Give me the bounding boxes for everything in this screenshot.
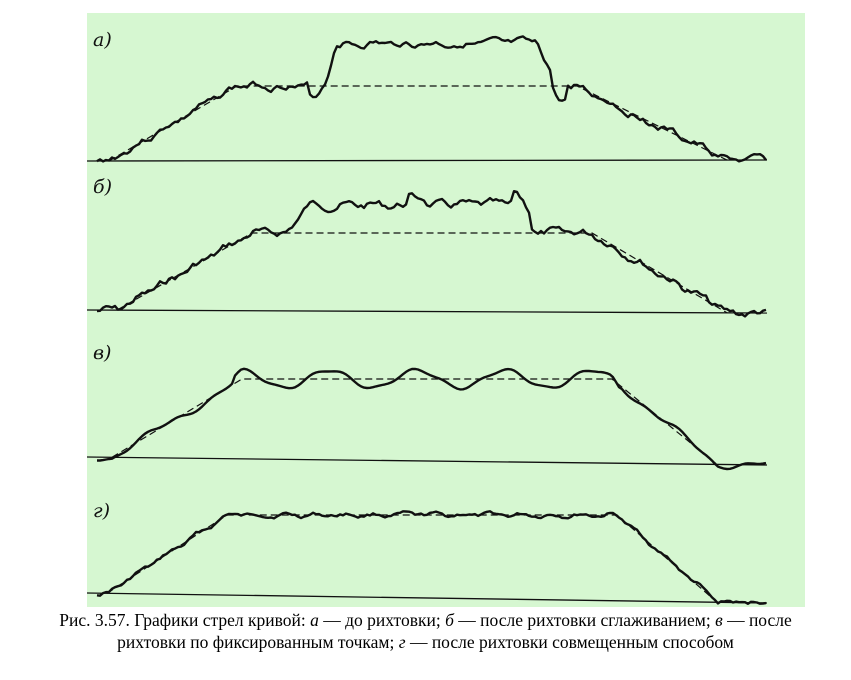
panel-label-b: б) — [93, 176, 113, 198]
figure-panel: а) б) в) г) — [87, 13, 805, 607]
baseline-g — [87, 592, 768, 604]
baseline-a — [87, 159, 768, 162]
curve-plots — [87, 35, 768, 605]
caption-text-1: Графики стрел кривой: — [129, 610, 311, 630]
caption-number: Рис. 3.57. — [59, 610, 130, 630]
measured-curve-a — [96, 35, 767, 163]
baseline-v — [87, 456, 768, 466]
panel-label-g: г) — [93, 500, 111, 522]
measured-curve-b — [96, 189, 767, 318]
caption-letter-g: г — [398, 632, 406, 652]
caption-text-5: — после рихтовки совмещенным способом — [405, 632, 734, 652]
caption-letter-b: б — [445, 610, 454, 630]
caption-letter-a: а — [310, 610, 319, 630]
caption-text-4: — после рихтовки по фиксированным точкам… — [117, 610, 792, 652]
design-curve-v — [111, 378, 718, 465]
panel-label-v: в) — [93, 342, 112, 364]
panel-label-a: а) — [93, 29, 112, 51]
caption-text-2: — до рихтовки; — [318, 610, 446, 630]
baseline-b — [87, 309, 768, 314]
caption-letter-v: в — [715, 610, 723, 630]
measured-curve-v — [97, 367, 767, 471]
measured-curve-g — [96, 510, 767, 605]
design-curve-g — [106, 514, 718, 603]
design-curve-b — [116, 232, 728, 314]
design-curve-a — [108, 85, 728, 162]
caption-text-3: — после рихтовки сглаживанием; — [453, 610, 716, 630]
figure-caption: Рис. 3.57. Графики стрел кривой: а — до … — [40, 609, 811, 653]
